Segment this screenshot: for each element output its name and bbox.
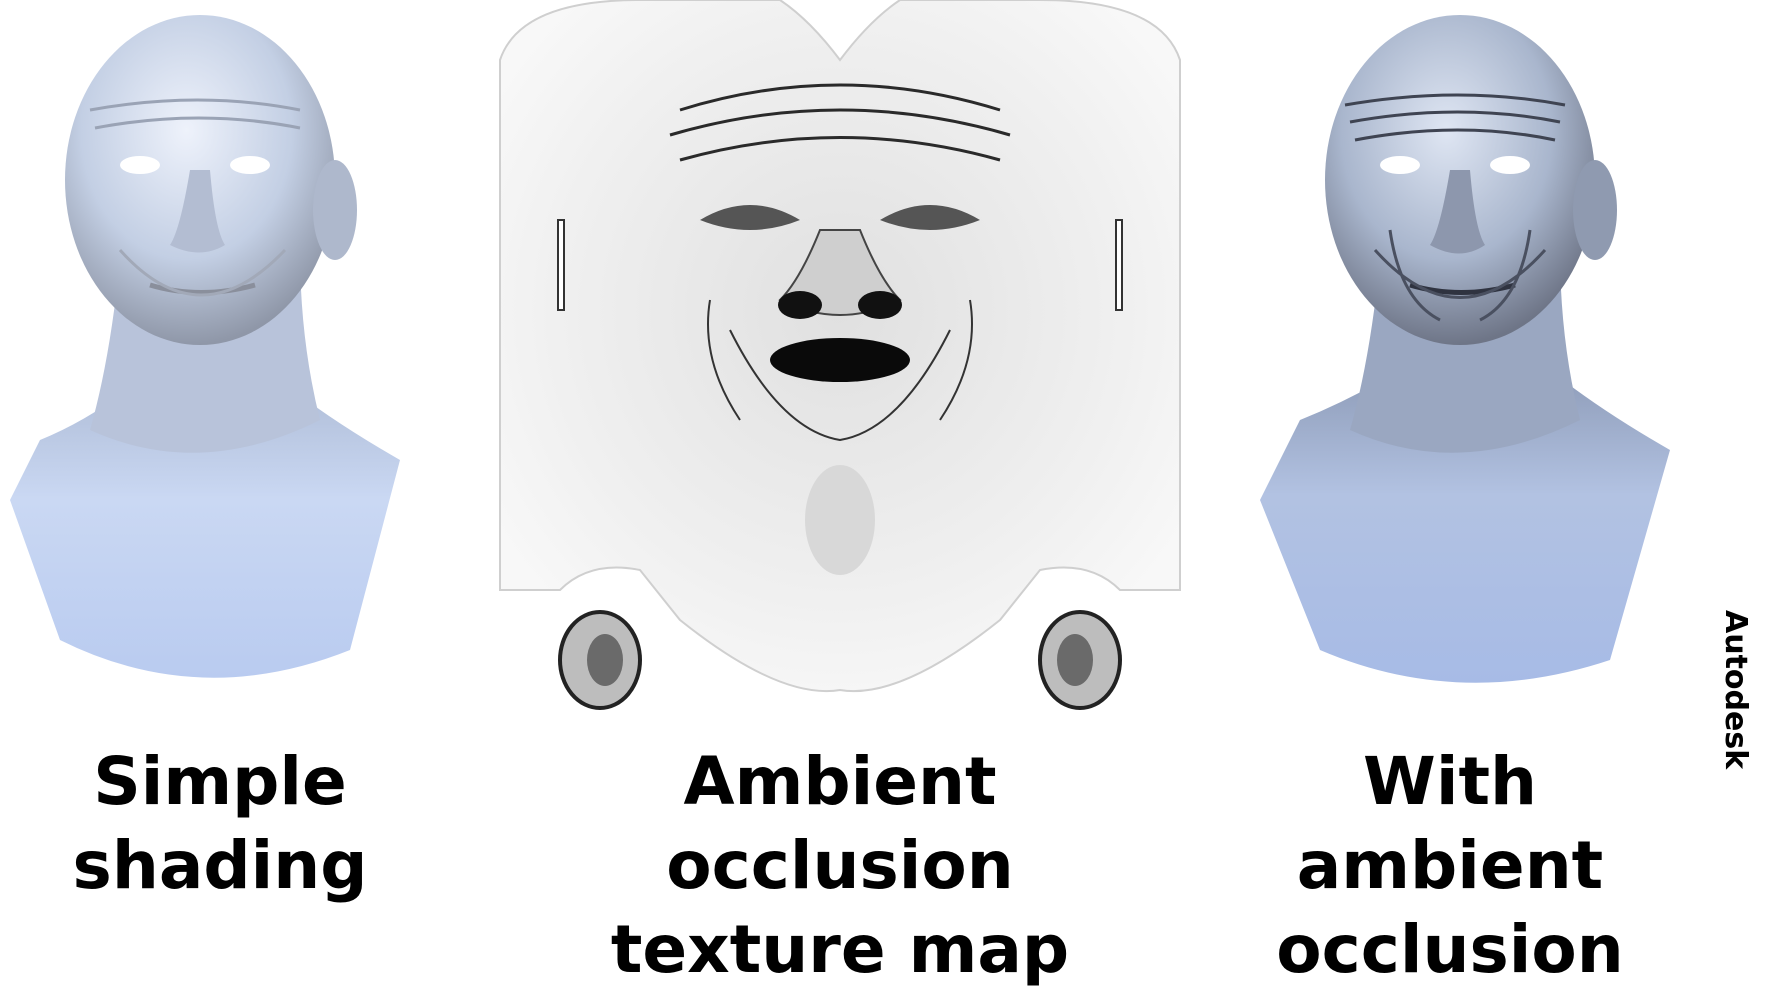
credit-label: Autodesk <box>1718 610 1753 770</box>
caption-ambient-occlusion-map: Ambient occlusion texture map <box>610 743 1070 988</box>
mouth-hole <box>770 338 910 382</box>
chest <box>10 380 400 678</box>
chest <box>1260 370 1670 683</box>
ambient-occlusion-head-image <box>1250 0 1690 720</box>
ambient-occlusion-map-image <box>480 0 1200 720</box>
caption-with-ambient-occlusion: With ambient occlusion <box>1276 743 1624 988</box>
caption-simple-shading: Simple shading <box>72 743 368 904</box>
simple-shading-head-image <box>0 0 420 720</box>
